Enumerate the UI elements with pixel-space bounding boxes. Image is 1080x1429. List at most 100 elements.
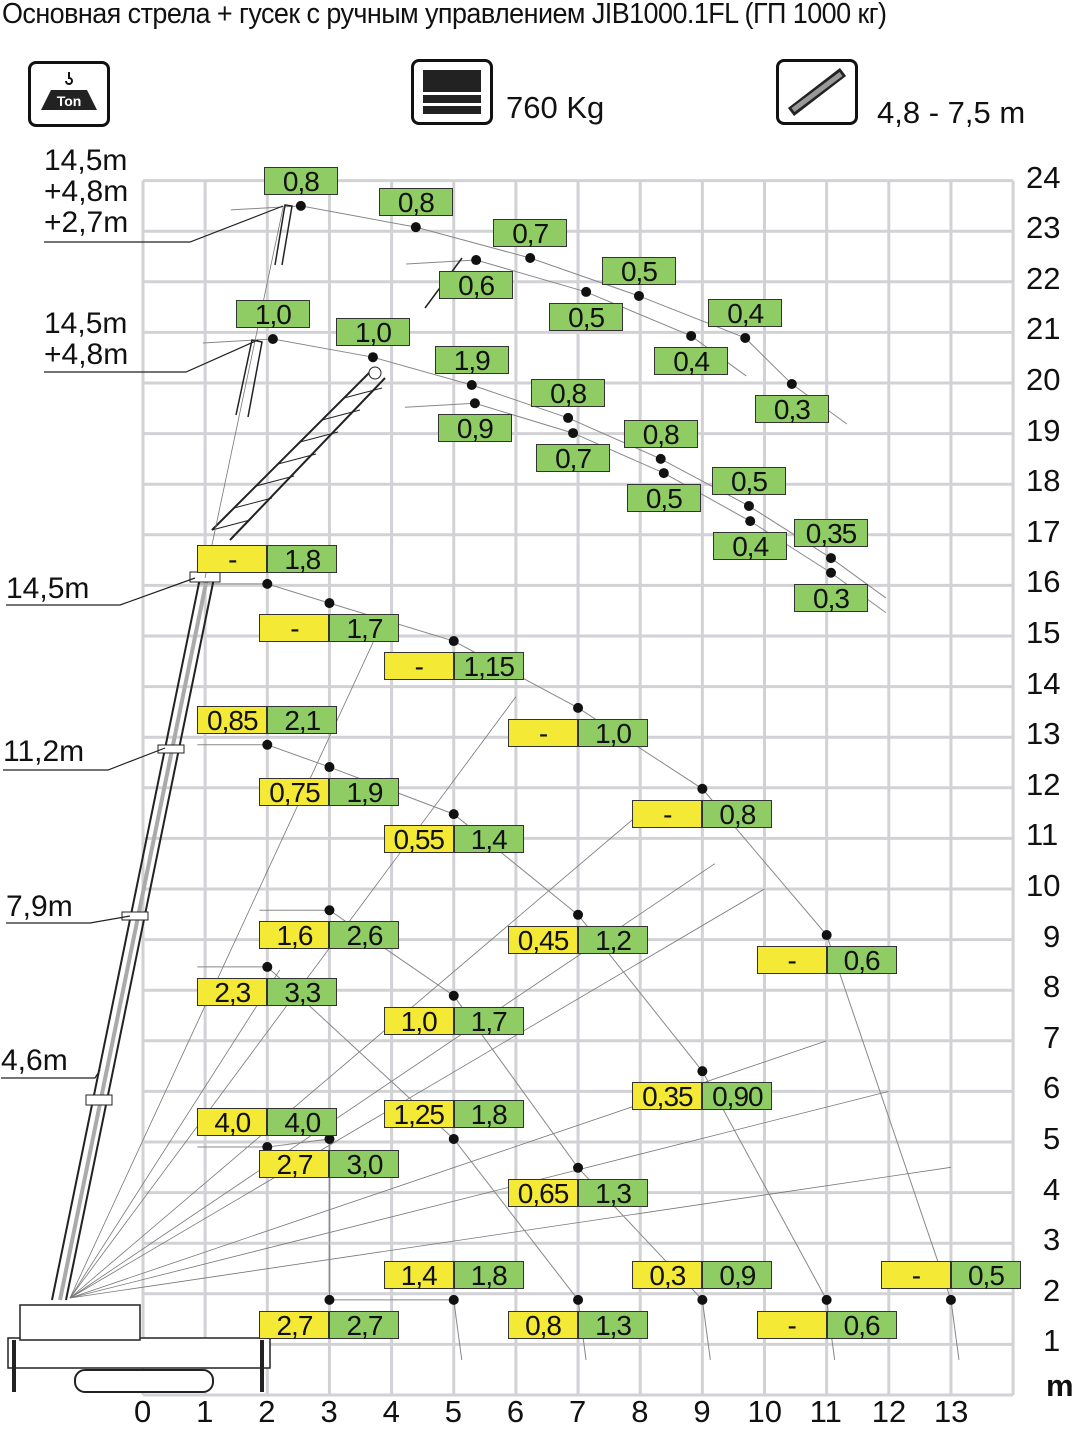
telescopic-jib-icon <box>776 59 858 125</box>
load-value-alt: 2,7 <box>259 1149 330 1178</box>
y-tick-label: 5 <box>1043 1121 1061 1156</box>
x-tick-label: 9 <box>693 1394 711 1429</box>
jib-lattice <box>233 497 273 509</box>
load-label: 1,0 1,7 <box>383 1006 524 1035</box>
boom-label-7-9: 7,9m <box>6 890 73 923</box>
jib-length-value: 4,8 - 7,5 m <box>877 95 1026 130</box>
load-point <box>448 1294 459 1305</box>
load-value: 0,6 <box>826 946 897 975</box>
load-value: 0,6 <box>439 271 514 300</box>
jib-edge <box>211 371 371 531</box>
load-value: 0,7 <box>536 444 611 473</box>
load-value: 0,9 <box>437 414 512 443</box>
x-tick-label: 7 <box>569 1394 587 1429</box>
load-value-alt: 1,25 <box>383 1099 454 1128</box>
load-point <box>945 1294 956 1305</box>
load-label: 0,55 1,4 <box>383 825 524 854</box>
y-tick-label: 11 <box>1026 817 1059 853</box>
svg-text:Ton: Ton <box>57 93 82 109</box>
y-tick-label: 2 <box>1043 1272 1061 1308</box>
radius-curve-boom-short <box>197 1138 463 1360</box>
load-point <box>262 578 273 589</box>
load-value-alt: 0,65 <box>508 1178 579 1207</box>
load-value-alt: - <box>880 1260 951 1289</box>
y-tick-label: 7 <box>1043 1019 1061 1055</box>
load-label: -0,6 <box>756 1310 897 1339</box>
load-label: 0,35 <box>794 519 868 548</box>
load-label: -1,15 <box>383 652 524 681</box>
x-tick-label: 1 <box>196 1394 214 1429</box>
load-point <box>821 930 832 941</box>
radial-line <box>69 1040 827 1299</box>
crane-cab <box>19 1304 141 1341</box>
radial-line <box>69 1166 952 1299</box>
load-point <box>262 739 273 750</box>
load-point <box>324 1294 335 1305</box>
load-label: 2,3 3,3 <box>197 977 338 1006</box>
load-value: 1,4 <box>453 825 524 854</box>
load-value-alt: - <box>259 614 330 643</box>
load-point <box>573 1294 584 1305</box>
hook-weight-ton-icon: Ton <box>28 61 110 127</box>
load-point <box>821 1294 832 1305</box>
load-point <box>324 905 335 916</box>
load-point <box>826 553 837 564</box>
load-label: 0,3 <box>754 395 829 424</box>
load-label: -0,6 <box>756 946 897 975</box>
load-point <box>324 1133 335 1144</box>
load-label: 2,7 3,0 <box>259 1149 400 1178</box>
load-value: 0,4 <box>654 346 729 375</box>
load-point <box>469 398 480 409</box>
load-value: 0,5 <box>549 302 624 331</box>
leader-line <box>3 747 166 771</box>
y-tick-label: 12 <box>1026 766 1061 802</box>
load-value: 3,0 <box>329 1149 400 1178</box>
load-point <box>573 1162 584 1173</box>
load-label: 0,3 <box>794 583 868 612</box>
load-label: 0,8 <box>263 166 338 195</box>
load-point <box>471 255 482 266</box>
load-point <box>262 1142 273 1153</box>
boom-label-14-5: 14,5m <box>6 572 90 605</box>
load-label: 2,7 2,7 <box>259 1310 400 1339</box>
boom-label-11-2: 11,2m <box>3 735 85 768</box>
boom-section-joint <box>157 744 185 754</box>
load-label: -1,0 <box>508 718 649 747</box>
load-value: 1,2 <box>578 925 649 954</box>
boom-label-4-6: 4,6m <box>1 1044 68 1077</box>
leader-line <box>6 577 196 606</box>
load-label: 0,8 <box>623 419 698 448</box>
load-value: 4,0 <box>267 1108 338 1137</box>
load-label: 0,5 <box>711 466 786 495</box>
leader-line <box>44 339 259 373</box>
load-value: 2,6 <box>329 921 400 950</box>
load-value: 0,8 <box>378 188 453 217</box>
load-value-alt: - <box>197 544 268 573</box>
load-label: 1,9 <box>434 346 509 375</box>
radial-line <box>69 969 281 1299</box>
load-label: 0,4 <box>713 532 788 561</box>
load-value: 0,5 <box>601 256 676 285</box>
x-tick-label: 11 <box>809 1394 842 1429</box>
load-value: 3,3 <box>267 977 338 1006</box>
load-label: -0,5 <box>880 1260 1021 1289</box>
jib-lattice <box>321 409 361 421</box>
load-value-alt: 1,0 <box>383 1006 454 1035</box>
load-label: 0,45 1,2 <box>508 925 649 954</box>
x-tick-label: 2 <box>258 1394 276 1429</box>
load-point <box>563 412 574 423</box>
load-value: 0,3 <box>794 583 868 612</box>
x-tick-label: 6 <box>506 1394 525 1429</box>
load-value-alt: 2,3 <box>197 977 268 1006</box>
load-label: -1,8 <box>197 544 338 573</box>
load-value: 1,9 <box>329 778 400 807</box>
load-label: 0,9 <box>437 414 512 443</box>
load-point <box>633 290 644 301</box>
load-label: 0,4 <box>708 298 783 327</box>
load-point <box>786 379 797 390</box>
load-point <box>267 333 278 344</box>
load-value-alt: 0,45 <box>508 925 579 954</box>
load-point <box>448 636 459 647</box>
load-value: 0,6 <box>826 1310 897 1339</box>
load-point <box>697 783 708 794</box>
